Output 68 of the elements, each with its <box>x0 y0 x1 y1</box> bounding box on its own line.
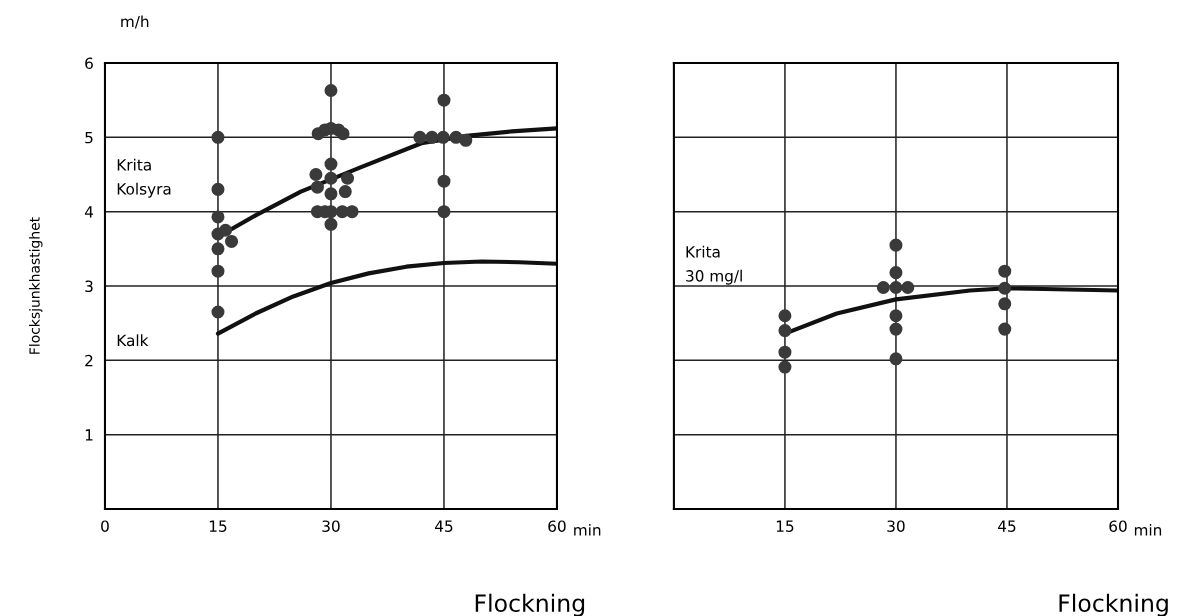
x-tick-label: 15 <box>776 520 794 532</box>
x-tick-label: 0 <box>101 520 109 532</box>
point <box>324 157 338 171</box>
x-tick-label: 30 <box>887 520 905 532</box>
point <box>324 187 338 201</box>
y-tick-label: 3 <box>85 280 93 293</box>
point <box>338 185 352 199</box>
annotation: Kalk <box>117 334 149 347</box>
point <box>425 130 439 144</box>
x-tick-label: 30 <box>322 520 340 532</box>
text: min <box>574 523 601 536</box>
x-tick-label: 60 <box>1109 520 1127 532</box>
annotation: Krita Kolsyra <box>117 158 171 198</box>
point <box>211 264 225 278</box>
y-tick-label: 1 <box>85 429 93 441</box>
point <box>449 130 463 144</box>
x-axis-title: Flockning <box>1059 593 1168 616</box>
x-axis-title: Flockning <box>475 593 585 616</box>
point <box>901 280 915 295</box>
point <box>341 171 355 185</box>
point <box>324 171 338 185</box>
x-tick-label: 60 <box>548 520 566 532</box>
point <box>437 205 451 219</box>
line-series <box>215 259 557 336</box>
point <box>211 130 225 144</box>
point <box>324 217 338 231</box>
point <box>876 280 890 295</box>
point <box>778 360 792 374</box>
point <box>889 238 903 252</box>
point <box>459 133 473 147</box>
x-tick-label: 15 <box>209 520 227 532</box>
y-tick-label: 2 <box>85 354 93 367</box>
point <box>310 180 324 194</box>
point <box>889 280 903 295</box>
point <box>211 182 225 196</box>
point <box>998 264 1012 278</box>
y-tick-label: 4 <box>84 206 94 218</box>
annotation: Krita 30 mg/l <box>686 245 742 285</box>
y-tick-label: 6 <box>85 57 93 70</box>
text: m/h <box>121 15 149 29</box>
point <box>211 242 225 256</box>
point <box>336 127 350 141</box>
point <box>998 297 1012 311</box>
point <box>225 234 239 248</box>
point <box>778 309 792 323</box>
point <box>889 266 903 280</box>
point <box>889 309 903 323</box>
point <box>211 210 225 224</box>
text: min <box>1134 523 1162 536</box>
y-axis-title: Flocksjunkhastighet <box>29 217 43 354</box>
point <box>437 93 451 107</box>
point <box>778 324 792 338</box>
point <box>309 168 323 182</box>
point <box>437 174 451 188</box>
point <box>778 345 792 359</box>
point <box>998 322 1012 336</box>
point <box>998 281 1012 295</box>
y-tick-label: 5 <box>85 132 93 144</box>
point <box>345 205 359 219</box>
point <box>324 84 338 98</box>
point <box>436 130 450 144</box>
x-tick-label: 45 <box>434 520 453 532</box>
point <box>219 223 233 237</box>
point <box>211 305 225 319</box>
x-tick-label: 45 <box>998 520 1016 532</box>
point <box>889 352 903 366</box>
point <box>889 322 903 336</box>
point <box>413 130 427 144</box>
